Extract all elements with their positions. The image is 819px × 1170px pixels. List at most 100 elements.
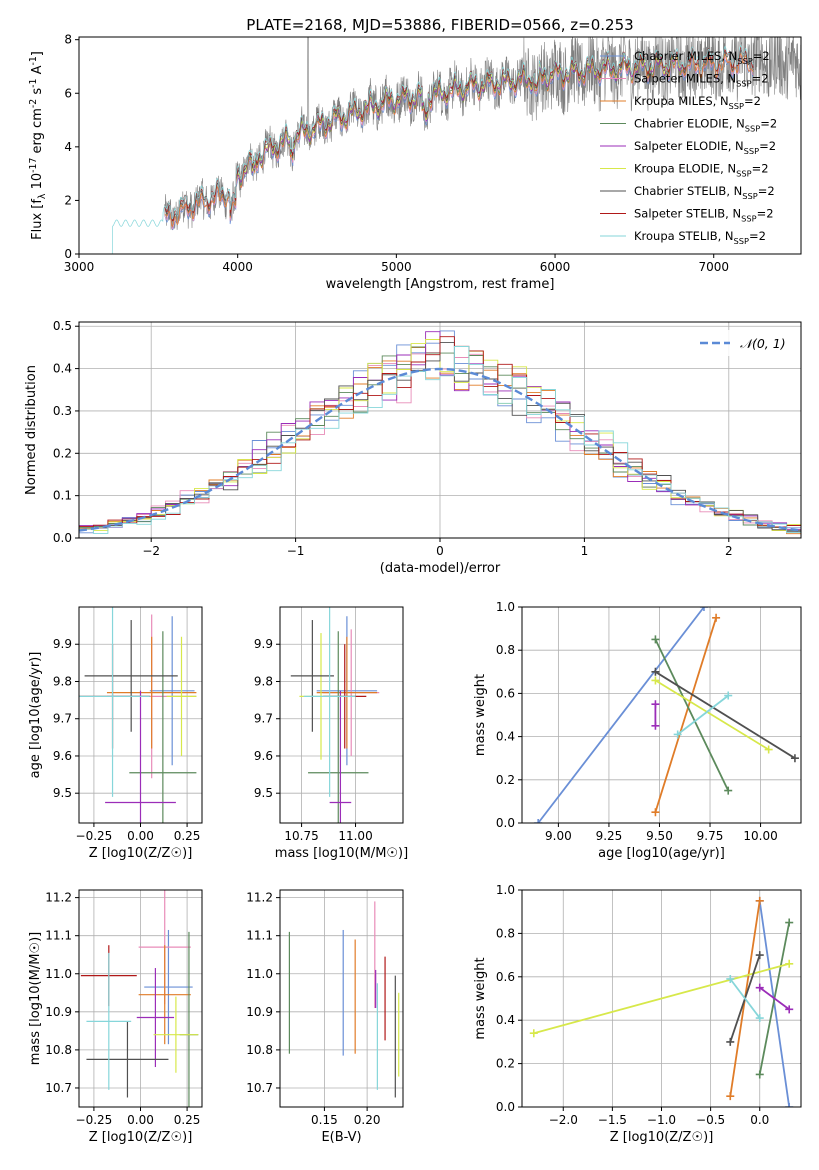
y-axis-label: age [log10(age/yr)] — [28, 652, 43, 779]
label-segment: mass [log10(M/M☉)] — [275, 846, 408, 861]
label-segment: -1 — [28, 79, 39, 88]
marker-kroupa-miles — [651, 808, 660, 817]
x-tick-label: 0.00 — [127, 829, 154, 843]
legend-label-chabrier-elodie: Chabrier ELODIE, NSSP=2 — [634, 117, 777, 134]
weight-line-chabrier-miles — [537, 607, 705, 823]
weight-line-chabrier-miles — [758, 900, 791, 1107]
y-axis-label: mass weight — [473, 957, 488, 1039]
marker-chabrier-stelib — [726, 1037, 735, 1046]
y-axis-label: Normed distribution — [24, 365, 39, 495]
y-tick-label: 8 — [64, 33, 72, 47]
x-tick-label: 0.00 — [127, 1113, 154, 1127]
label-segment: Z [log10(Z/Z☉)] — [89, 846, 193, 861]
y-tick-label: 11.1 — [45, 929, 72, 943]
y-tick-label: 4 — [64, 140, 72, 154]
x-tick-label: −0.5 — [696, 1113, 725, 1127]
legend-label-salpeter-miles: Salpeter MILES, NSSP=2 — [634, 72, 769, 89]
plot-area — [110, 37, 801, 254]
marker-kroupa-stelib — [673, 730, 682, 739]
label-segment: =2 — [744, 94, 761, 108]
x-tick-label: 9.25 — [596, 829, 623, 843]
marker-kroupa-stelib — [724, 691, 733, 700]
y-tick-label: 1.0 — [496, 600, 515, 614]
y-tick-label: 10.7 — [246, 1081, 273, 1095]
x-axis-label: E(B-V) — [321, 1130, 361, 1145]
label-segment: SSP — [729, 101, 744, 111]
label-segment: mass [log10(M/M☉)] — [28, 932, 43, 1065]
y-tick-label: 9.8 — [53, 674, 72, 688]
x-tick-label: 11.00 — [338, 829, 372, 843]
axes-frame — [279, 606, 404, 824]
label-segment: Salpeter MILES, N — [634, 72, 736, 86]
chart-weight-vs-age: 9.00 9.25 9.50 9.75 10.00 0.0 0.2 0.4 0.6 0.8 1.0 a… — [473, 600, 802, 861]
y-tick-label: 9.9 — [53, 637, 72, 651]
marker-kroupa-miles — [726, 1092, 735, 1101]
label-segment: 10 — [30, 173, 45, 194]
label-segment: SSP — [742, 191, 757, 201]
x-tick-label: 3000 — [64, 260, 95, 274]
y-tick-label: 9.8 — [254, 674, 273, 688]
plot-area — [79, 607, 197, 823]
y-axis-label: mass [log10(M/M☉)] — [28, 932, 43, 1065]
label-segment: age [log10(age/yr)] — [28, 652, 43, 779]
x-axis-label: Z [log10(Z/Z☉)] — [89, 846, 193, 861]
label-segment: SSP — [741, 214, 756, 224]
label-segment: SSP — [734, 236, 749, 246]
y-tick-label: 0.8 — [496, 926, 515, 940]
plot-area — [80, 890, 199, 1107]
x-tick-label: 9.00 — [545, 829, 572, 843]
y-tick-label: 0.4 — [496, 730, 515, 744]
label-segment: λ — [37, 193, 48, 199]
label-segment: E(B-V) — [321, 1130, 361, 1145]
y-tick-label: 0 — [64, 247, 72, 261]
x-tick-label: 4000 — [222, 260, 253, 274]
y-tick-label: 11.0 — [246, 967, 273, 981]
x-tick-label: −2.0 — [549, 1113, 578, 1127]
marker-kroupa-elodie — [651, 676, 660, 685]
x-axis-label: age [log10(age/yr)] — [598, 846, 725, 861]
y-tick-label: 0.5 — [53, 319, 72, 333]
y-tick-label: 0.3 — [53, 404, 72, 418]
label-segment: =2 — [749, 229, 766, 243]
y-axis-label: mass weight — [473, 674, 488, 756]
x-axis-label: mass [log10(M/M☉)] — [275, 846, 408, 861]
x-tick-label: 0.20 — [354, 1113, 381, 1127]
label-segment: SSP — [745, 124, 760, 134]
marker-salpeter-elodie — [651, 700, 660, 709]
legend-label-salpeter-stelib: Salpeter STELIB, NSSP=2 — [634, 207, 774, 224]
y-tick-label: 0.1 — [53, 489, 72, 503]
marker-kroupa-miles — [755, 896, 764, 905]
label-segment: Chabrier STELIB, N — [634, 184, 742, 198]
chart-spectrum: 3000 4000 5000 6000 7000 0 2 4 6 8 Chabrier MILES,… — [28, 33, 802, 292]
y-axis-label: Flux [fλ 10-17 erg cm-2 s-1 A-1] — [28, 51, 48, 240]
x-tick-label: −1 — [287, 544, 305, 558]
label-segment: age [log10(age/yr)] — [598, 846, 725, 861]
x-tick-label: 10.75 — [284, 829, 318, 843]
label-segment: SSP — [737, 56, 752, 66]
chart-mass-vs-z: −0.25 0.00 0.25 10.7 10.8 10.9 11.0 11.1 11.2 Z [… — [28, 889, 203, 1145]
legend: 𝒩(0, 1) — [690, 330, 794, 356]
label-segment: =2 — [753, 49, 770, 63]
axes-frame — [78, 36, 802, 255]
legend-label-salpeter-elodie: Salpeter ELODIE, NSSP=2 — [634, 139, 776, 156]
y-tick-label: 6 — [64, 86, 72, 100]
hist-step-chabrier-stelib — [79, 341, 801, 538]
plot-area — [534, 607, 799, 823]
x-tick-label: −1.5 — [598, 1113, 627, 1127]
label-segment: Kroupa ELODIE, N — [634, 162, 736, 176]
x-tick-label: 0.15 — [311, 1113, 338, 1127]
x-tick-label: 0.25 — [174, 1113, 201, 1127]
weight-line-kroupa-stelib — [677, 694, 729, 736]
y-tick-label: 0.4 — [53, 362, 72, 376]
label-segment: erg cm — [30, 108, 45, 157]
x-tick-label: 7000 — [698, 260, 729, 274]
marker-chabrier-elodie — [785, 918, 794, 927]
legend-label-gaussian: 𝒩(0, 1) — [740, 336, 786, 351]
label-segment: wavelength [Angstrom, rest frame] — [326, 277, 555, 292]
label-segment: -2 — [28, 99, 39, 108]
plot-area — [288, 901, 400, 1098]
label-segment: -1 — [28, 56, 39, 65]
x-tick-label: 2 — [725, 544, 733, 558]
